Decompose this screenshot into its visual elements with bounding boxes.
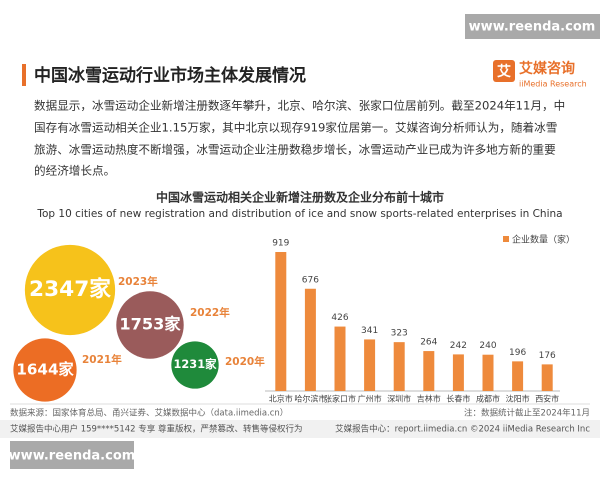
- x-tick-label: 成都市: [476, 394, 500, 404]
- chart-subtitle: Top 10 cities of new registration and di…: [36, 208, 562, 220]
- value-label: 242: [450, 341, 467, 351]
- watermark-box: [465, 14, 600, 39]
- legend-label: 企业数量（家）: [512, 234, 575, 246]
- value-label: 176: [539, 351, 556, 361]
- x-tick-label: 北京市: [269, 394, 293, 404]
- intro-line: 数据显示，冰雪运动企业新增注册数逐年攀升，北京、哈尔滨、张家口位居前列。截至20…: [34, 99, 565, 113]
- value-label: 341: [361, 326, 378, 336]
- value-label: 240: [479, 341, 496, 351]
- x-tick-label: 张家口市: [324, 394, 356, 404]
- value-label: 919: [272, 239, 289, 249]
- bar: [452, 354, 464, 391]
- bubble-label: 1753家: [119, 315, 181, 334]
- bubble-category: 2020年: [225, 355, 265, 368]
- title-bar: [22, 64, 26, 86]
- note: 注：数据统计截止至2024年11月: [464, 408, 590, 419]
- x-tick-label: 沈阳市: [506, 394, 530, 404]
- bubble-label: 2347家: [29, 276, 111, 302]
- title: 中国冰雪运动行业市场主体发展情况: [34, 65, 306, 86]
- bubble: [24, 244, 116, 336]
- footer-right: 艾媒报告中心：report.iimedia.cn ©2024 iiMedia R…: [335, 424, 590, 435]
- x-tick-label: 长春市: [446, 394, 470, 404]
- logo-sub: iiMedia Research: [519, 80, 587, 89]
- chart-title: 中国冰雪运动相关企业新增注册数及企业分布前十城市: [156, 190, 444, 205]
- bar: [482, 354, 494, 391]
- logo: 艾媒咨询: [519, 60, 575, 77]
- bar: [423, 351, 435, 391]
- x-tick-label: 吉林市: [417, 394, 441, 404]
- bar: [512, 361, 524, 391]
- x-tick-label: 西安市: [535, 394, 559, 404]
- watermark-box: [10, 441, 134, 469]
- footer-band: [0, 420, 600, 438]
- legend-swatch: [503, 236, 509, 242]
- x-tick-label: 广州市: [358, 394, 382, 404]
- bar: [334, 326, 346, 391]
- intro-line: 的经济增长点。: [34, 164, 115, 178]
- value-label: 323: [391, 329, 408, 339]
- value-label: 264: [420, 338, 437, 348]
- value-label: 426: [331, 313, 348, 323]
- bar: [393, 342, 405, 391]
- bubble-category: 2021年: [82, 353, 122, 366]
- logo-mark: 艾: [497, 63, 511, 80]
- logo-icon: [493, 60, 515, 82]
- bar: [364, 339, 376, 391]
- x-tick-label: 深圳市: [387, 394, 411, 404]
- bubble: [116, 291, 184, 359]
- bar: [541, 364, 553, 391]
- bubble: [171, 341, 219, 389]
- x-tick-label: 哈尔滨市: [294, 394, 326, 404]
- intro-line: 旅游、冰雪运动热度不断增强，冰雪运动企业注册数稳步增长，冰雪运动产业已成为许多地…: [34, 143, 556, 157]
- source: 数据来源：国家体育总局、甬兴证券、艾媒数据中心（data.iimedia.cn）: [10, 408, 288, 419]
- bubble-category: 2022年: [190, 306, 230, 319]
- bubble-label: 1231家: [174, 357, 218, 371]
- value-label: 676: [302, 275, 319, 285]
- bar: [275, 252, 287, 391]
- intro-line: 国存有冰雪运动相关企业1.15万家，其中北京以现存919家位居第一。艾媒咨询分析…: [34, 121, 557, 135]
- bubble-category: 2023年: [118, 275, 158, 288]
- bubble: [13, 338, 77, 402]
- bubble-label: 1644家: [16, 361, 74, 379]
- footer-left: 艾媒报告中心用户 159****5142 专享 尊重版权，严禁篡改、转售等侵权行…: [10, 424, 302, 435]
- watermark: www.reenda.com: [9, 449, 136, 464]
- bar: [304, 288, 316, 391]
- value-label: 196: [509, 348, 526, 358]
- watermark: www.reenda.com: [469, 20, 596, 35]
